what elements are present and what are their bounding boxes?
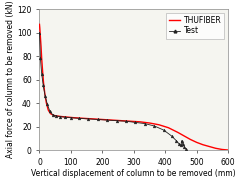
Y-axis label: Axial force of column to be removed (kN): Axial force of column to be removed (kN) [6, 1, 14, 158]
Legend: THUFIBER, Test: THUFIBER, Test [166, 13, 224, 38]
X-axis label: Vertical displacement of column to be removed (mm): Vertical displacement of column to be re… [32, 169, 236, 178]
